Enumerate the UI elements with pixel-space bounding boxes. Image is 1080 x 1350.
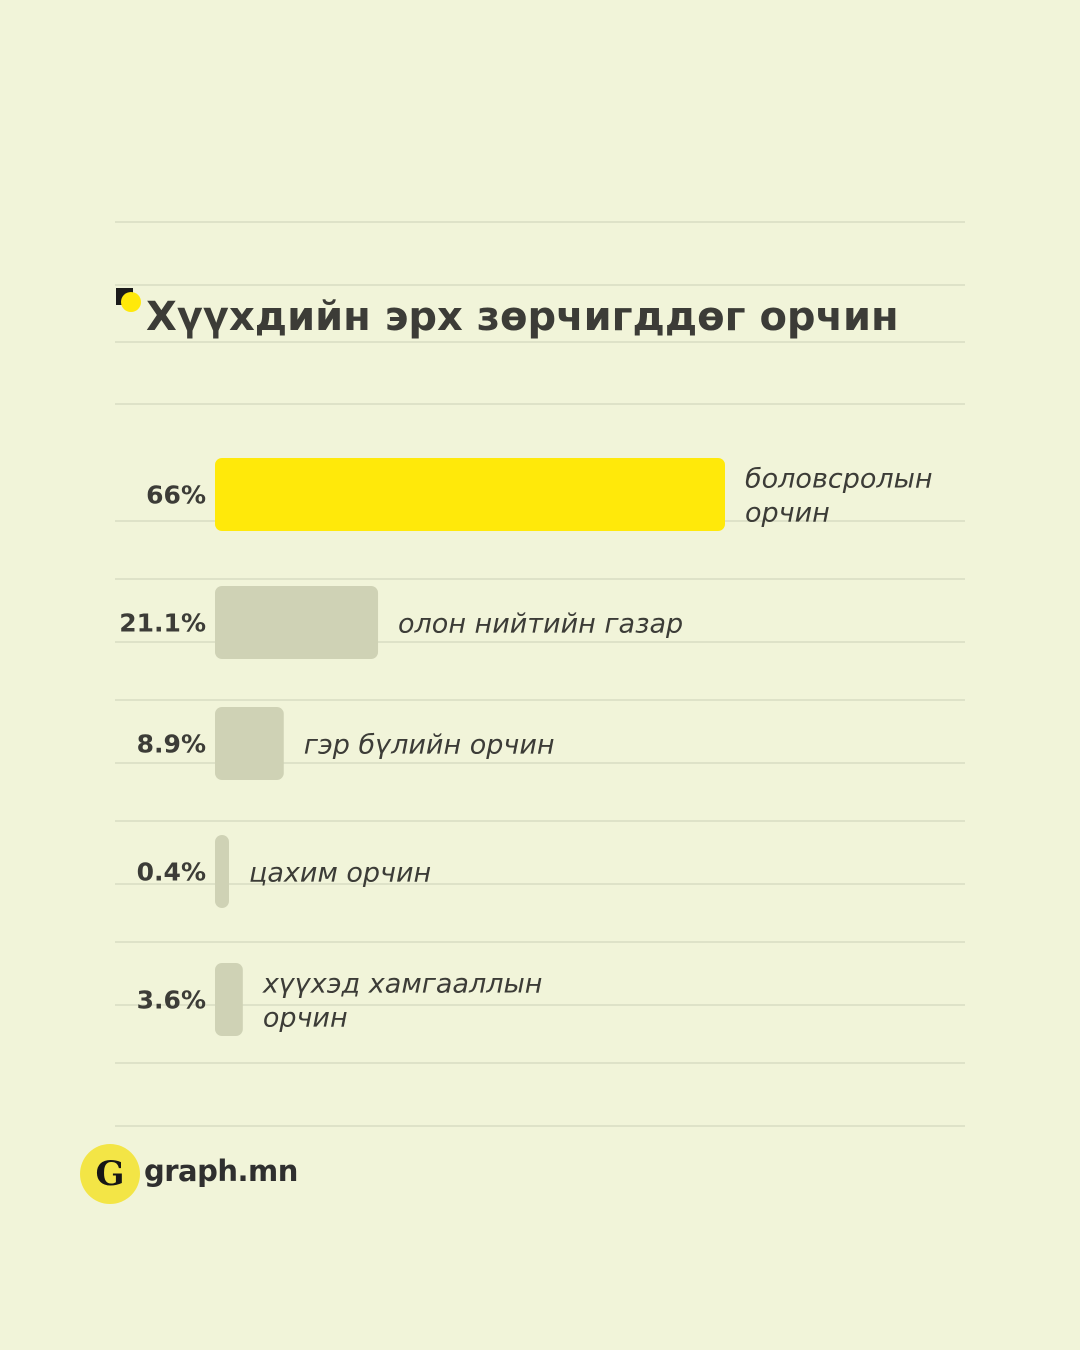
value-label: 66% [146,481,206,510]
category-label-line: орчин [745,498,830,529]
category-label-line: хүүхэд хамгааллын [262,969,543,1000]
bar [215,458,725,531]
chart-title: Хүүхдийн эрх зөрчигддөг орчин [146,294,899,340]
category-label-line: гэр бүлийн орчин [304,730,555,761]
category-label: олон нийтийн газар [398,609,683,640]
bar [215,586,379,659]
value-label: 3.6% [137,986,206,1015]
category-label: гэр бүлийн орчин [304,730,555,761]
category-label-line: цахим орчин [249,858,431,889]
category-label: боловсролын орчин [745,464,933,529]
category-label-line: олон нийтийн газар [398,609,683,640]
chart-title-block: Хүүхдийн эрх зөрчигддөг орчин [115,288,975,348]
category-label: хүүхэд хамгааллын орчин [262,969,543,1034]
title-dot-icon [121,292,141,312]
bar [215,707,284,780]
value-label: 0.4% [137,858,206,887]
value-label: 21.1% [119,609,206,638]
logo-circle-icon [80,1144,140,1204]
bar [215,963,243,1036]
category-label-line: орчин [263,1003,348,1034]
category-label-line: боловсролын [745,464,933,495]
logo-letter: G [95,1154,125,1194]
category-label: цахим орчин [249,858,431,889]
logo-site-name: graph.mn [144,1154,298,1188]
value-label: 8.9% [137,730,206,759]
bar [215,835,229,908]
